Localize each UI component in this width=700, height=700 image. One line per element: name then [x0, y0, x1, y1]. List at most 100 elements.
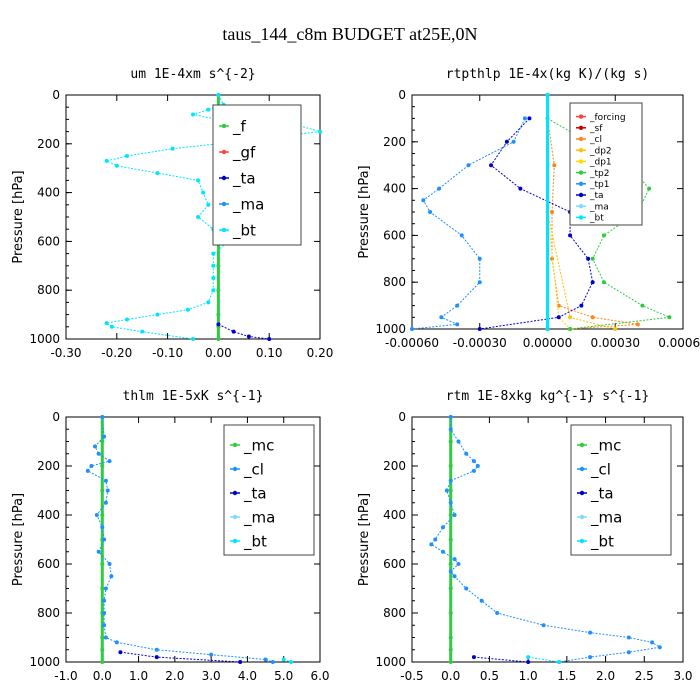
data-point	[102, 537, 107, 542]
y-tick-label: 1000	[29, 332, 60, 346]
data-point	[124, 154, 129, 158]
data-point	[452, 557, 457, 562]
data-point	[216, 288, 221, 293]
data-point	[455, 322, 460, 327]
x-tick-label: -0.10	[152, 346, 183, 360]
legend-marker	[578, 136, 584, 142]
data-point	[475, 464, 480, 468]
data-point	[433, 537, 438, 542]
legend-marker	[579, 490, 585, 496]
legend-label: _mc	[590, 436, 621, 455]
data-point	[114, 163, 119, 168]
data-point	[191, 112, 195, 117]
data-point	[89, 464, 94, 468]
legend-marker	[579, 466, 585, 472]
data-point	[100, 635, 105, 640]
data-point	[448, 635, 453, 640]
data-point	[124, 317, 129, 322]
legend-marker	[578, 125, 584, 130]
data-point	[155, 312, 160, 317]
data-point	[100, 586, 105, 591]
data-point	[448, 569, 453, 574]
legend-label: _gf	[232, 143, 256, 162]
legend-label: _ma	[589, 202, 609, 212]
data-point	[428, 210, 433, 214]
data-point	[216, 93, 221, 97]
data-point	[216, 337, 221, 341]
data-point	[421, 198, 426, 203]
data-point	[448, 660, 453, 664]
data-point	[102, 623, 107, 628]
data-point	[104, 158, 109, 163]
data-point	[635, 322, 640, 327]
y-tick-label: 800	[37, 283, 60, 297]
legend-marker	[579, 538, 585, 544]
page-title: taus_144_c8m BUDGET at25E,0N	[222, 24, 477, 44]
data-point	[588, 655, 593, 660]
data-point	[448, 415, 453, 419]
data-point	[640, 303, 645, 308]
data-point	[155, 171, 160, 176]
series-line-bt	[528, 656, 560, 663]
y-axis-label: Pressure [hPa]	[357, 493, 372, 586]
data-point	[100, 513, 105, 517]
data-point	[437, 186, 442, 191]
y-tick-label: 600	[383, 557, 406, 571]
data-point	[650, 640, 655, 645]
data-point	[601, 280, 606, 285]
data-point	[444, 488, 449, 493]
panel-title: rtpthlp 1E-4x(kg K)/(kg s)	[446, 67, 650, 82]
data-point	[526, 655, 531, 660]
y-tick-label: 0	[52, 410, 60, 424]
legend-marker	[221, 123, 227, 129]
y-tick-label: 400	[383, 182, 406, 196]
y-tick-label: 800	[383, 275, 406, 289]
data-point	[85, 468, 90, 473]
data-point	[211, 263, 216, 268]
panel-4: rtm 1E-8xkg kg^{-1} s^{-1} Pressure [hPa]…	[357, 389, 693, 683]
data-point	[216, 263, 221, 268]
data-point	[105, 488, 110, 493]
data-point	[94, 513, 99, 517]
y-tick-label: 800	[383, 606, 406, 620]
data-point	[118, 650, 123, 655]
data-point	[527, 116, 532, 121]
data-point	[556, 315, 561, 320]
x-tick-label: 2.0	[165, 669, 184, 683]
data-point	[196, 215, 201, 219]
y-tick-label: 400	[37, 508, 60, 522]
data-point	[107, 459, 112, 464]
y-tick-label: 1000	[375, 322, 406, 336]
x-tick-label: -0.30	[50, 346, 81, 360]
legend-marker	[579, 442, 585, 448]
legend-label: _dp2	[589, 146, 612, 156]
legend-label: _cl	[590, 460, 611, 479]
data-point	[100, 464, 105, 468]
series-line-cl	[547, 95, 638, 330]
data-point	[100, 488, 105, 493]
x-tick-label: 0.00030	[590, 336, 640, 350]
data-point	[216, 312, 221, 317]
x-tick-label: 0.10	[256, 346, 283, 360]
data-point	[209, 652, 214, 657]
data-point	[479, 598, 484, 603]
data-point	[477, 280, 482, 285]
data-point	[93, 444, 98, 449]
data-point	[477, 327, 482, 331]
y-axis-label: Pressure [hPa]	[11, 170, 26, 263]
data-point	[100, 647, 105, 652]
data-point	[100, 525, 105, 530]
legend-label: _bt	[243, 532, 267, 551]
legend-label: _ma	[590, 508, 622, 527]
legend-box	[223, 424, 315, 556]
data-point	[114, 640, 119, 645]
series-line-bt	[105, 94, 321, 340]
data-point	[448, 464, 453, 468]
data-point	[211, 276, 216, 280]
x-tick-label: 0.00000	[523, 336, 573, 350]
x-tick-label: -0.00030	[453, 336, 507, 350]
legend-box	[212, 104, 302, 246]
legend-label: _ta	[243, 484, 267, 503]
data-point	[211, 251, 216, 256]
data-point	[452, 513, 457, 517]
